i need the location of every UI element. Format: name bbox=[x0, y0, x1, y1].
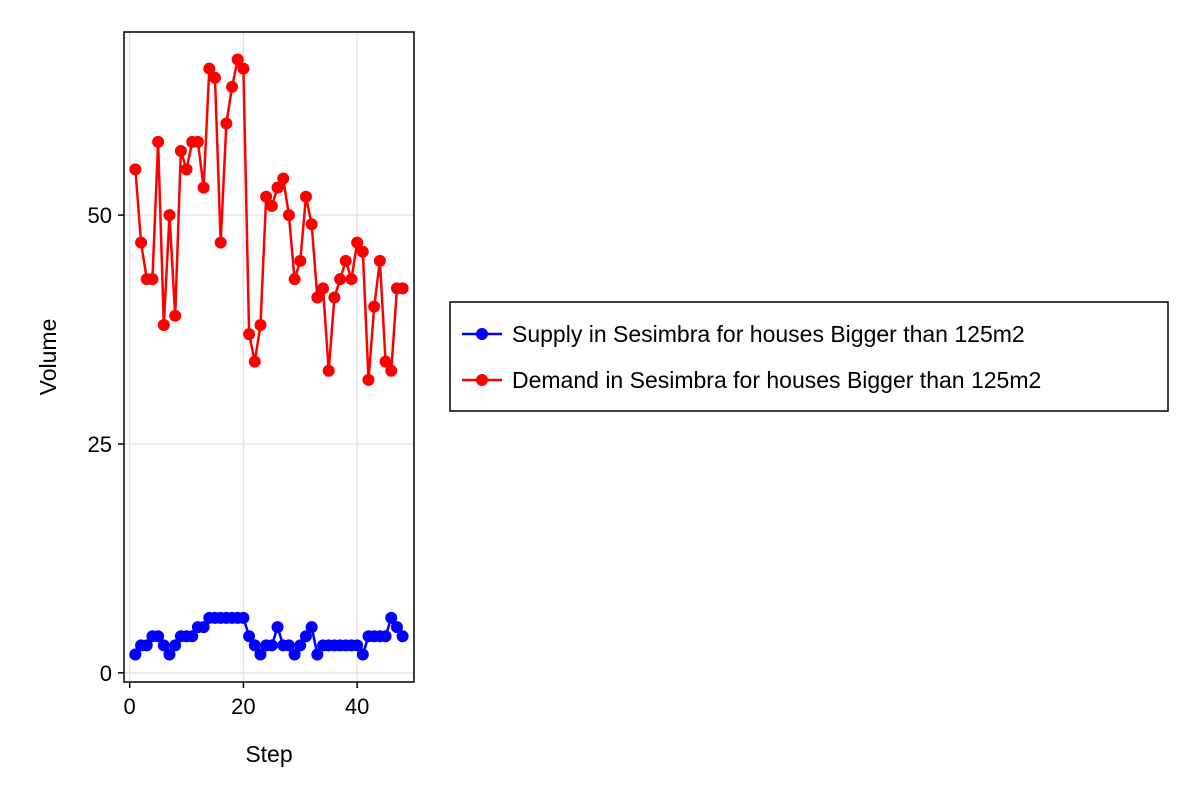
data-point-s0-0 bbox=[129, 648, 142, 661]
data-point-s0-22 bbox=[254, 648, 267, 661]
data-point-s0-30 bbox=[299, 630, 312, 643]
plot-frame bbox=[123, 31, 415, 683]
legend: Supply in Sesimbra for houses Bigger tha… bbox=[449, 301, 1169, 412]
data-point-s1-34 bbox=[322, 364, 335, 377]
data-point-s0-2 bbox=[140, 639, 153, 652]
data-point-s1-32 bbox=[311, 291, 324, 304]
x-axis-label: Step bbox=[245, 741, 292, 767]
data-point-s1-23 bbox=[260, 190, 273, 203]
legend-label-demand: Demand in Sesimbra for houses Bigger tha… bbox=[512, 367, 1041, 393]
data-point-s1-39 bbox=[351, 236, 364, 249]
data-point-s1-1 bbox=[135, 236, 148, 249]
series-0 bbox=[129, 611, 409, 661]
y-tick-label-2: 50 bbox=[88, 203, 112, 228]
data-point-s1-45 bbox=[385, 364, 398, 377]
data-point-s1-11 bbox=[191, 135, 204, 148]
data-point-s0-44 bbox=[379, 630, 392, 643]
data-point-s0-40 bbox=[356, 648, 369, 661]
data-point-s1-0 bbox=[129, 163, 142, 176]
data-point-s0-12 bbox=[197, 621, 210, 634]
data-point-s1-5 bbox=[157, 318, 170, 331]
data-point-s1-15 bbox=[214, 236, 227, 249]
data-point-s1-4 bbox=[152, 135, 165, 148]
axis-ticks: 0 20 40 0 25 50 bbox=[88, 203, 370, 719]
data-point-s1-16 bbox=[220, 117, 233, 130]
data-point-s1-20 bbox=[243, 328, 256, 341]
data-point-s1-17 bbox=[226, 80, 239, 93]
y-tick-label-1: 25 bbox=[88, 432, 112, 457]
data-point-s1-47 bbox=[396, 282, 409, 295]
data-point-s1-44 bbox=[379, 355, 392, 368]
data-point-s0-20 bbox=[243, 630, 256, 643]
data-point-s1-14 bbox=[208, 71, 221, 84]
data-point-s1-40 bbox=[356, 245, 369, 258]
data-point-s0-10 bbox=[186, 630, 199, 643]
series-line-1 bbox=[134, 58, 403, 382]
data-point-s1-19 bbox=[237, 62, 250, 75]
legend-entry-supply: Supply in Sesimbra for houses Bigger tha… bbox=[462, 321, 1025, 347]
data-point-s1-18 bbox=[231, 53, 244, 66]
data-point-s0-39 bbox=[351, 639, 364, 652]
data-point-s0-31 bbox=[305, 621, 318, 634]
data-point-s1-7 bbox=[169, 309, 182, 322]
data-point-s0-25 bbox=[271, 621, 284, 634]
data-point-s0-27 bbox=[282, 639, 295, 652]
x-tick-label-2: 40 bbox=[345, 694, 369, 719]
data-point-s0-29 bbox=[294, 639, 307, 652]
data-point-s1-26 bbox=[277, 172, 290, 185]
data-point-s1-22 bbox=[254, 318, 267, 331]
data-point-s1-6 bbox=[163, 209, 176, 222]
data-point-s1-38 bbox=[345, 273, 358, 286]
data-point-s1-43 bbox=[373, 254, 386, 267]
data-point-s1-29 bbox=[294, 254, 307, 267]
data-point-s1-21 bbox=[248, 355, 261, 368]
data-point-s0-32 bbox=[311, 648, 324, 661]
data-point-s1-3 bbox=[146, 273, 159, 286]
data-point-s1-35 bbox=[328, 291, 341, 304]
legend-swatch-marker-demand bbox=[476, 374, 488, 386]
data-point-s1-37 bbox=[339, 254, 352, 267]
data-point-s1-36 bbox=[334, 273, 347, 286]
data-point-s0-45 bbox=[385, 611, 398, 624]
data-point-s1-28 bbox=[288, 273, 301, 286]
data-point-s0-21 bbox=[248, 639, 261, 652]
legend-box bbox=[449, 301, 1169, 412]
series-1 bbox=[129, 53, 409, 386]
series-layer bbox=[129, 53, 409, 661]
data-point-s0-46 bbox=[390, 621, 403, 634]
legend-swatch-marker-supply bbox=[476, 328, 488, 340]
data-point-s0-5 bbox=[157, 639, 170, 652]
data-point-s0-4 bbox=[152, 630, 165, 643]
data-point-s0-47 bbox=[396, 630, 409, 643]
data-point-s1-33 bbox=[317, 282, 330, 295]
data-point-s1-25 bbox=[271, 181, 284, 194]
y-tick-label-0: 0 bbox=[100, 661, 112, 686]
data-point-s1-9 bbox=[180, 163, 193, 176]
data-point-s0-6 bbox=[163, 648, 176, 661]
y-axis-label: Volume bbox=[35, 319, 61, 396]
x-tick-label-1: 20 bbox=[231, 694, 255, 719]
data-point-s0-7 bbox=[169, 639, 182, 652]
data-point-s1-13 bbox=[203, 62, 216, 75]
data-point-s0-28 bbox=[288, 648, 301, 661]
legend-label-supply: Supply in Sesimbra for houses Bigger tha… bbox=[512, 321, 1025, 347]
data-point-s1-27 bbox=[282, 209, 295, 222]
data-point-s1-42 bbox=[368, 300, 381, 313]
data-point-s1-31 bbox=[305, 218, 318, 231]
data-point-s1-30 bbox=[299, 190, 312, 203]
data-point-s1-12 bbox=[197, 181, 210, 194]
data-point-s1-8 bbox=[174, 145, 187, 158]
data-point-s0-19 bbox=[237, 611, 250, 624]
data-point-s1-41 bbox=[362, 373, 375, 386]
data-point-s0-24 bbox=[265, 639, 278, 652]
data-point-s1-24 bbox=[265, 199, 278, 212]
legend-entry-demand: Demand in Sesimbra for houses Bigger tha… bbox=[462, 367, 1041, 393]
x-tick-label-0: 0 bbox=[124, 694, 136, 719]
